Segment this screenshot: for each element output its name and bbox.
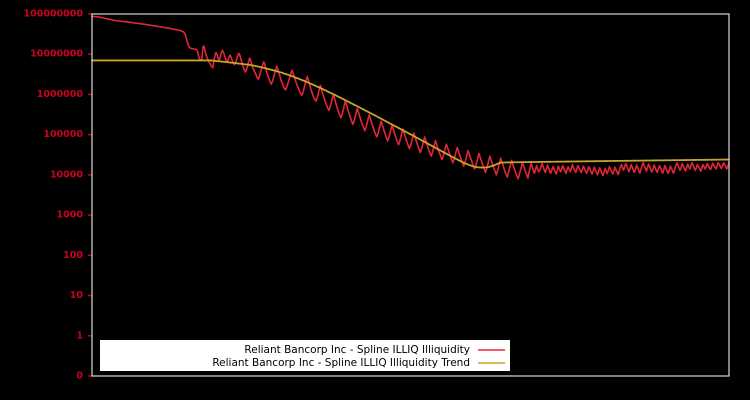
y-axis-tick-label: 1000 <box>57 210 84 221</box>
y-axis-tick-labels: 1000000001000000010000001000001000010001… <box>24 9 84 382</box>
plot-area-background <box>92 14 729 376</box>
y-axis-tick-label: 10 <box>70 290 84 301</box>
y-axis-tick-label: 100000 <box>43 129 83 140</box>
plot-area-frame <box>91 13 730 377</box>
y-axis-tick-label: 0 <box>76 371 83 382</box>
legend-background <box>100 340 510 371</box>
y-axis-tick-label: 1000000 <box>37 89 84 100</box>
y-axis-tick-label: 100 <box>63 250 83 261</box>
y-axis-tick-marks <box>88 13 92 377</box>
chart-legend: Reliant Bancorp Inc - Spline ILLIQ Illiq… <box>100 340 510 371</box>
y-axis-tick-label: 10000000 <box>30 49 83 60</box>
legend-label-0: Reliant Bancorp Inc - Spline ILLIQ Illiq… <box>244 344 470 356</box>
y-axis-tick-label: 1 <box>76 330 83 341</box>
legend-label-1: Reliant Bancorp Inc - Spline ILLIQ Illiq… <box>212 357 470 369</box>
y-axis-tick-label: 100000000 <box>24 9 84 20</box>
series-line-illiquidity <box>91 15 730 180</box>
y-axis-tick-label: 10000 <box>50 169 83 180</box>
series-line-illiquidity-trend <box>91 59 730 169</box>
